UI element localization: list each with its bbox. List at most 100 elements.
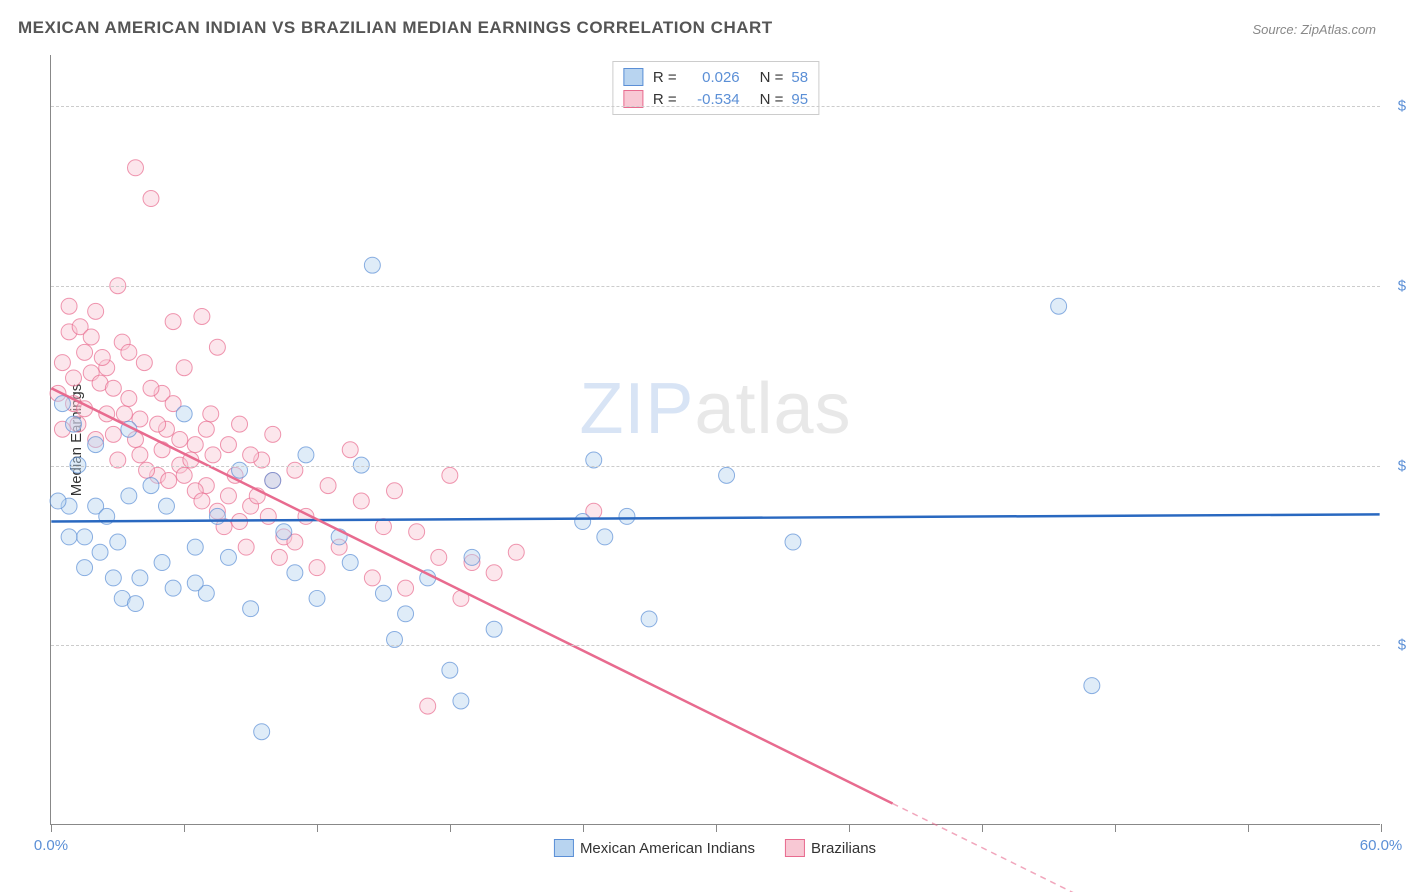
scatter-point	[387, 483, 403, 499]
n-label: N =	[760, 91, 784, 108]
chart-container: Median Earnings ZIPatlas R = 0.026 N = 5…	[50, 55, 1380, 825]
legend-item-1: Mexican American Indians	[554, 839, 755, 857]
correlation-legend-row-1: R = 0.026 N = 58	[623, 66, 808, 88]
n-value-2: 95	[791, 91, 808, 108]
scatter-point	[209, 508, 225, 524]
scatter-point	[287, 565, 303, 581]
regression-line-extrapolated	[893, 803, 1380, 892]
scatter-point	[187, 539, 203, 555]
scatter-point	[194, 493, 210, 509]
scatter-point	[61, 529, 77, 545]
scatter-point	[375, 519, 391, 535]
series-legend: Mexican American Indians Brazilians	[554, 839, 876, 857]
scatter-point	[187, 437, 203, 453]
scatter-point	[121, 488, 137, 504]
scatter-point	[132, 447, 148, 463]
scatter-point	[243, 447, 259, 463]
scatter-point	[353, 493, 369, 509]
scatter-point	[132, 570, 148, 586]
scatter-point	[154, 555, 170, 571]
scatter-point	[409, 524, 425, 540]
scatter-point	[66, 416, 82, 432]
r-label: R =	[653, 91, 677, 108]
scatter-point	[442, 467, 458, 483]
scatter-point	[431, 549, 447, 565]
y-tick-label: $62,500	[1387, 278, 1406, 295]
scatter-point	[575, 514, 591, 530]
scatter-point	[486, 621, 502, 637]
scatter-point	[719, 467, 735, 483]
scatter-point	[342, 442, 358, 458]
scatter-point	[121, 344, 137, 360]
gridline-h	[51, 466, 1380, 467]
legend-swatch-pink	[623, 90, 643, 108]
chart-title: MEXICAN AMERICAN INDIAN VS BRAZILIAN MED…	[18, 18, 773, 38]
scatter-point	[50, 493, 66, 509]
scatter-point	[364, 257, 380, 273]
scatter-point	[94, 349, 110, 365]
scatter-point	[176, 360, 192, 376]
scatter-point	[105, 380, 121, 396]
scatter-point	[136, 355, 152, 371]
scatter-point	[232, 416, 248, 432]
scatter-point	[309, 590, 325, 606]
scatter-point	[143, 478, 159, 494]
scatter-point	[320, 478, 336, 494]
scatter-point	[597, 529, 613, 545]
scatter-point	[1051, 298, 1067, 314]
x-tick	[51, 824, 52, 832]
scatter-point	[116, 406, 132, 422]
source-attribution: Source: ZipAtlas.com	[1252, 22, 1376, 37]
r-value-2: -0.534	[685, 91, 740, 108]
r-label: R =	[653, 69, 677, 86]
x-tick	[982, 824, 983, 832]
scatter-point	[92, 544, 108, 560]
scatter-point	[398, 580, 414, 596]
legend-swatch-blue	[554, 839, 574, 857]
scatter-point	[66, 370, 82, 386]
scatter-point	[398, 606, 414, 622]
scatter-point	[105, 426, 121, 442]
scatter-point	[298, 447, 314, 463]
x-tick-label: 60.0%	[1360, 837, 1403, 854]
regression-line	[51, 388, 892, 803]
scatter-point	[77, 344, 93, 360]
scatter-point	[442, 662, 458, 678]
scatter-point	[54, 355, 70, 371]
x-tick	[317, 824, 318, 832]
scatter-point	[110, 534, 126, 550]
scatter-point	[364, 570, 380, 586]
scatter-point	[198, 421, 214, 437]
scatter-point	[121, 390, 137, 406]
scatter-point	[420, 698, 436, 714]
scatter-point	[143, 380, 159, 396]
scatter-point	[453, 693, 469, 709]
scatter-point	[143, 191, 159, 207]
scatter-point	[127, 596, 143, 612]
scatter-point	[254, 724, 270, 740]
scatter-point	[54, 396, 70, 412]
scatter-point	[486, 565, 502, 581]
scatter-point	[375, 585, 391, 601]
x-tick	[1381, 824, 1382, 832]
scatter-point	[209, 339, 225, 355]
x-tick	[849, 824, 850, 832]
scatter-point	[220, 437, 236, 453]
scatter-point	[105, 570, 121, 586]
scatter-point	[271, 549, 287, 565]
legend-label-2: Brazilians	[811, 840, 876, 857]
scatter-point	[260, 508, 276, 524]
scatter-point	[165, 314, 181, 330]
x-tick	[450, 824, 451, 832]
y-tick-label: $45,000	[1387, 457, 1406, 474]
scatter-point	[150, 416, 166, 432]
scatter-point	[158, 498, 174, 514]
y-tick-label: $27,500	[1387, 637, 1406, 654]
y-tick-label: $80,000	[1387, 98, 1406, 115]
scatter-point	[464, 549, 480, 565]
gridline-h	[51, 645, 1380, 646]
legend-item-2: Brazilians	[785, 839, 876, 857]
scatter-point	[220, 488, 236, 504]
scatter-point	[619, 508, 635, 524]
scatter-point	[1084, 678, 1100, 694]
